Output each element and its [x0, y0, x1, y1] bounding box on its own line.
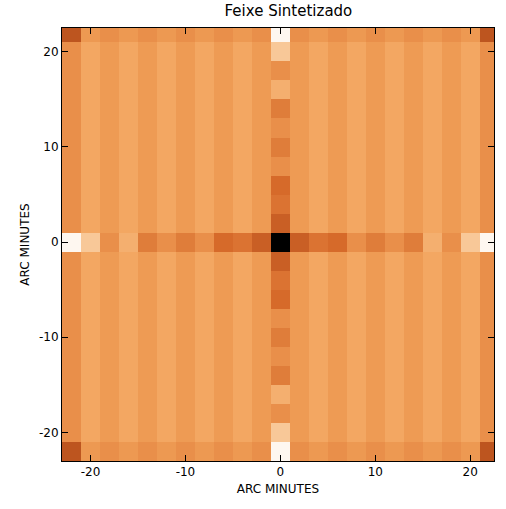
svg-text:ARC MINUTES: ARC MINUTES [18, 203, 32, 285]
svg-text:0: 0 [51, 235, 59, 249]
svg-text:-20: -20 [81, 465, 101, 479]
svg-text:20: 20 [463, 465, 478, 479]
svg-text:-10: -10 [39, 330, 59, 344]
svg-text:10: 10 [368, 465, 383, 479]
svg-text:Feixe Sintetizado: Feixe Sintetizado [225, 2, 353, 20]
svg-text:-20: -20 [39, 426, 59, 440]
svg-text:ARC MINUTES: ARC MINUTES [237, 482, 319, 496]
svg-text:0: 0 [277, 465, 285, 479]
svg-text:10: 10 [43, 140, 58, 154]
svg-text:20: 20 [43, 45, 58, 59]
svg-text:-10: -10 [176, 465, 196, 479]
